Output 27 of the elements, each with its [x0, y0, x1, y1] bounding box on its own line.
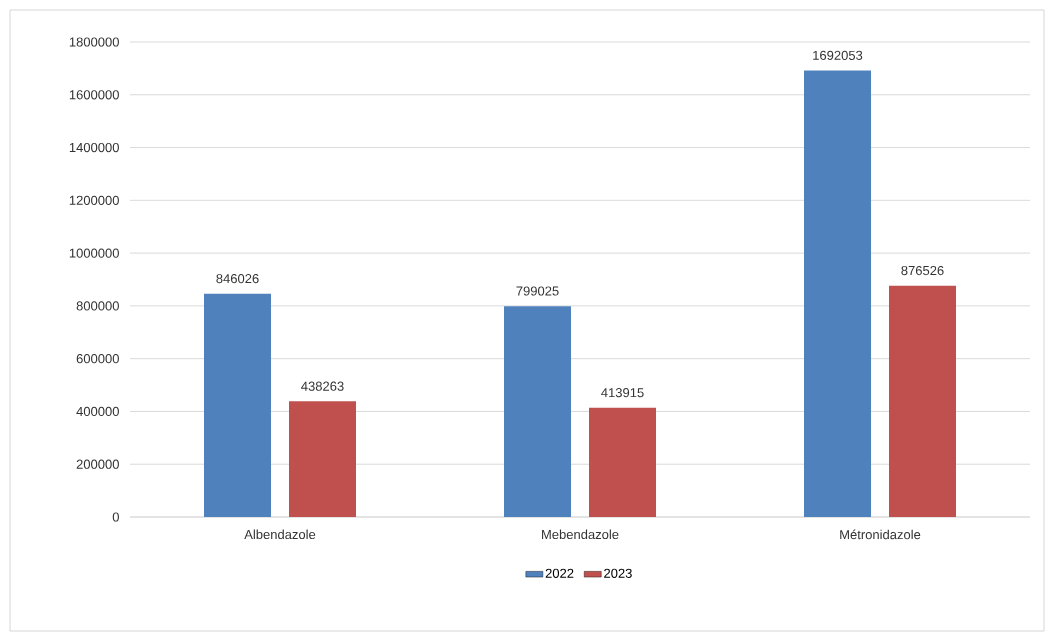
bar — [889, 285, 957, 517]
bar — [204, 293, 271, 517]
y-tick-label: 1600000 — [69, 90, 119, 100]
data-label: 799025 — [516, 286, 559, 296]
x-tick-label: Mebendazole — [542, 529, 619, 540]
bar — [504, 306, 572, 517]
y-tick-label: 600000 — [76, 354, 119, 364]
y-tick-label: 400000 — [76, 406, 119, 417]
y-tick-label: 1000000 — [69, 248, 119, 258]
y-tick-label: 1400000 — [69, 142, 119, 153]
y-tick-label: 1200000 — [69, 195, 119, 205]
data-label: 846026 — [216, 274, 259, 284]
data-label: 1692053 — [813, 50, 863, 60]
y-tick-label: 800000 — [76, 301, 119, 311]
y-tick-label: 200000 — [76, 459, 119, 469]
data-label: 876526 — [901, 265, 944, 276]
bar — [289, 401, 356, 517]
x-tick-label: Métronidazole — [840, 529, 921, 540]
bar — [804, 70, 872, 517]
legend-label: 2023 — [604, 568, 632, 578]
data-label: 438263 — [301, 381, 344, 391]
y-tick-label: 1800000 — [69, 37, 119, 47]
x-tick-label: Albendazole — [244, 529, 316, 540]
bar — [589, 407, 657, 517]
data-label: 413915 — [601, 388, 644, 398]
legend-label: 2022 — [545, 568, 574, 578]
y-tick-label: 0 — [112, 512, 119, 522]
